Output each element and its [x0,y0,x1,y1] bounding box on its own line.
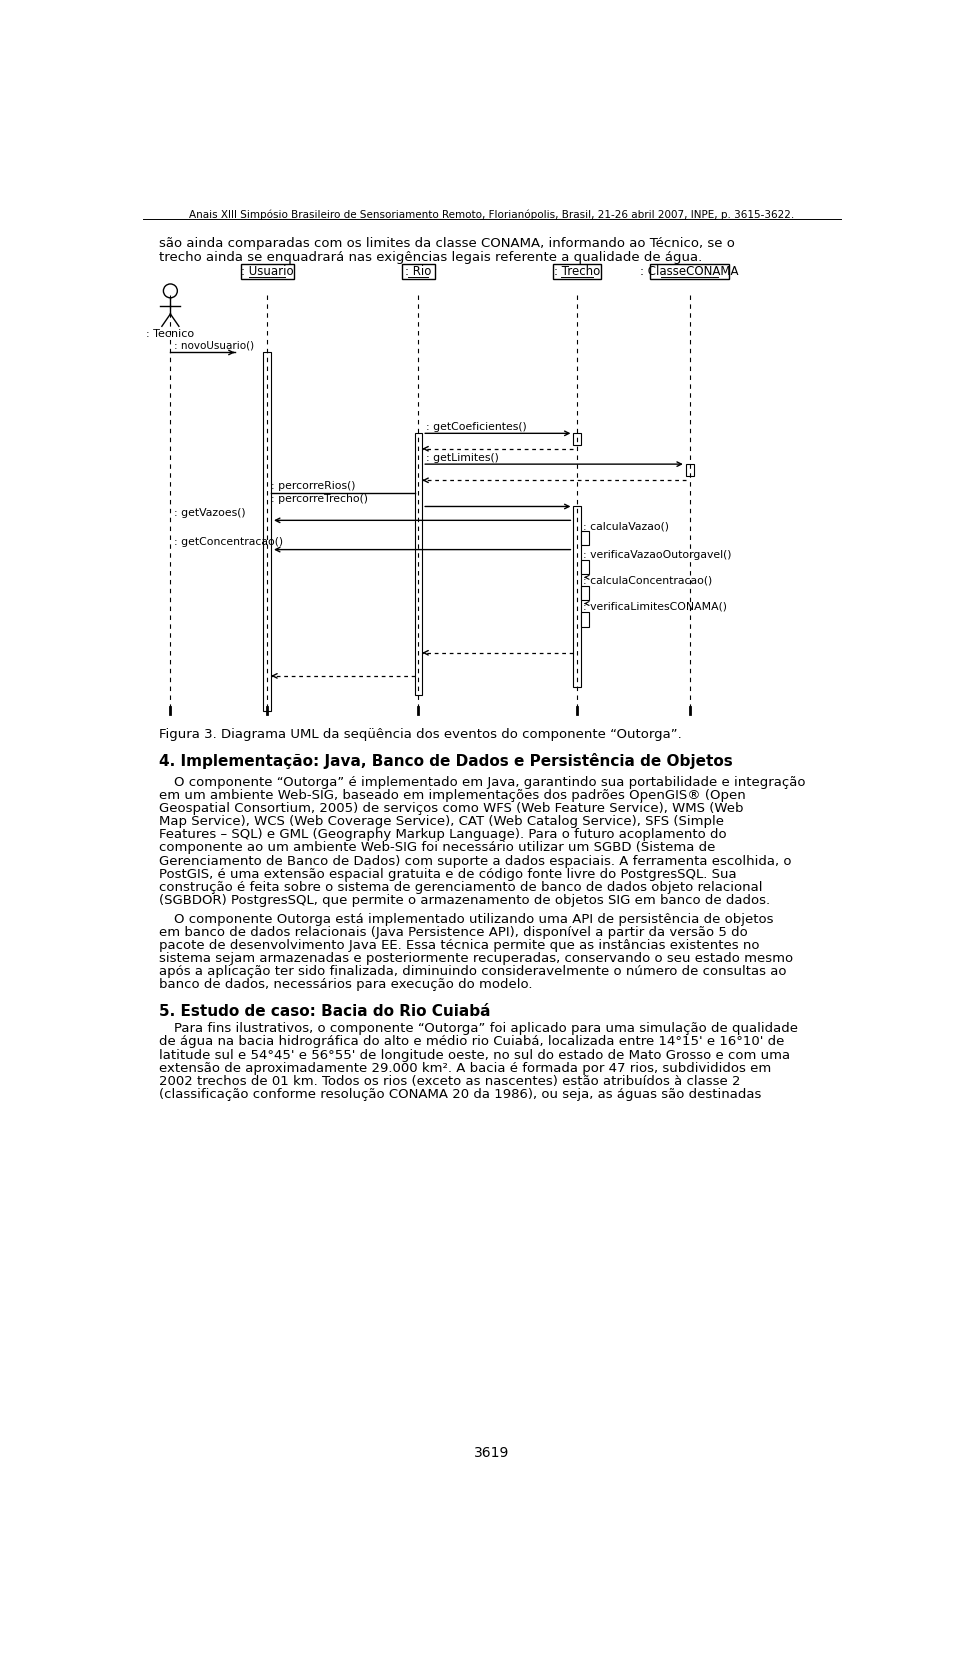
Text: Para fins ilustrativos, o componente “Outorga” foi aplicado para uma simulação d: Para fins ilustrativos, o componente “Ou… [175,1022,799,1035]
Text: banco de dados, necessários para execução do modelo.: banco de dados, necessários para execuçã… [158,979,532,991]
Text: em banco de dados relacionais (Java Persistence API), disponível a partir da ver: em banco de dados relacionais (Java Pers… [158,926,748,939]
Text: : Tecnico: : Tecnico [146,329,195,339]
Text: Features – SQL) e GML (Geography Markup Language). Para o futuro acoplamento do: Features – SQL) e GML (Geography Markup … [158,829,727,842]
Bar [415,433,422,695]
Text: 4. Implementação: Java, Banco de Dados e Persistência de Objetos: 4. Implementação: Java, Banco de Dados e… [158,753,732,769]
Text: trecho ainda se enquadrará nas exigências legais referente a qualidade de água.: trecho ainda se enquadrará nas exigência… [158,251,702,265]
Text: O componente “Outorga” é implementado em Java, garantindo sua portabilidade e in: O componente “Outorga” é implementado em… [175,776,805,789]
Bar [581,586,588,600]
Text: : getConcentracao(): : getConcentracao() [175,538,283,547]
Text: são ainda comparadas com os limites da classe CONAMA, informando ao Técnico, se : são ainda comparadas com os limites da c… [158,237,734,250]
Text: Geospatial Consortium, 2005) de serviços como WFS (Web Feature Service), WMS (We: Geospatial Consortium, 2005) de serviços… [158,802,743,815]
Bar [685,465,693,476]
Bar [573,433,581,445]
Text: em um ambiente Web-SIG, baseado em implementações dos padrões OpenGIS® (Open: em um ambiente Web-SIG, baseado em imple… [158,789,746,802]
Text: : percorreTrecho(): : percorreTrecho() [271,495,368,504]
Text: (classificação conforme resolução CONAMA 20 da 1986), ou seja, as águas são dest: (classificação conforme resolução CONAMA… [158,1088,761,1102]
Bar [581,559,588,574]
Text: Gerenciamento de Banco de Dados) com suporte a dados espaciais. A ferramenta esc: Gerenciamento de Banco de Dados) com sup… [158,855,791,867]
Text: após a aplicação ter sido finalizada, diminuindo consideravelmente o número de c: após a aplicação ter sido finalizada, di… [158,966,786,979]
Text: Figura 3. Diagrama UML da seqüência dos eventos do componente “Outorga”.: Figura 3. Diagrama UML da seqüência dos … [158,728,682,741]
Text: : calculaVazao(): : calculaVazao() [584,521,669,531]
Text: : Usuario: : Usuario [241,265,294,278]
Text: extensão de aproximadamente 29.000 km². A bacia é formada por 47 rios, subdividi: extensão de aproximadamente 29.000 km². … [158,1062,771,1075]
Text: : getVazoes(): : getVazoes() [175,508,246,518]
Text: Map Service), WCS (Web Coverage Service), CAT (Web Catalog Service), SFS (Simple: Map Service), WCS (Web Coverage Service)… [158,815,724,829]
Text: : novoUsuario(): : novoUsuario() [175,341,254,351]
Bar [241,265,294,280]
Bar [581,612,588,627]
Text: 2002 trechos de 01 km. Todos os rios (exceto as nascentes) estão atribuídos à cl: 2002 trechos de 01 km. Todos os rios (ex… [158,1075,740,1088]
Text: : ClasseCONAMA: : ClasseCONAMA [640,265,739,278]
Text: pacote de desenvolvimento Java EE. Essa técnica permite que as instâncias existe: pacote de desenvolvimento Java EE. Essa … [158,939,759,953]
Text: 3619: 3619 [474,1446,510,1460]
Text: PostGIS, é uma extensão espacial gratuita e de código fonte livre do PostgresSQL: PostGIS, é uma extensão espacial gratuit… [158,868,736,880]
Text: : percorreRios(): : percorreRios() [271,481,355,491]
Text: (SGBDOR) PostgresSQL, que permite o armazenamento de objetos SIG em banco de dad: (SGBDOR) PostgresSQL, que permite o arma… [158,893,770,906]
Bar [651,265,729,280]
Text: 5. Estudo de caso: Bacia do Rio Cuiabá: 5. Estudo de caso: Bacia do Rio Cuiabá [158,1004,491,1019]
Text: : verificaLimitesCONAMA(): : verificaLimitesCONAMA() [584,602,728,612]
Text: construção é feita sobre o sistema de gerenciamento de banco de dados objeto rel: construção é feita sobre o sistema de ge… [158,880,762,893]
Text: de água na bacia hidrográfica do alto e médio rio Cuiabá, localizada entre 14°15: de água na bacia hidrográfica do alto e … [158,1035,784,1049]
Text: : getLimites(): : getLimites() [426,453,499,463]
Text: sistema sejam armazenadas e posteriormente recuperadas, conservando o seu estado: sistema sejam armazenadas e posteriormen… [158,953,793,966]
Bar [553,265,601,280]
Text: latitude sul e 54°45' e 56°55' de longitude oeste, no sul do estado de Mato Gros: latitude sul e 54°45' e 56°55' de longit… [158,1049,790,1062]
Text: : Rio: : Rio [405,265,432,278]
Bar [581,531,588,544]
Bar [573,506,581,688]
Text: O componente Outorga está implementado utilizando uma API de persistência de obj: O componente Outorga está implementado u… [175,913,774,926]
Text: : verificaVazaoOutorgavel(): : verificaVazaoOutorgavel() [584,549,732,559]
Text: Anais XIII Simpósio Brasileiro de Sensoriamento Remoto, Florianópolis, Brasil, 2: Anais XIII Simpósio Brasileiro de Sensor… [189,210,795,220]
Bar [402,265,435,280]
Text: : Trecho: : Trecho [554,265,600,278]
Text: : getCoeficientes(): : getCoeficientes() [426,422,527,432]
Bar [263,352,271,711]
Text: : calculaConcentracao(): : calculaConcentracao() [584,576,712,586]
Text: componente ao um ambiente Web-SIG foi necessário utilizar um SGBD (Sistema de: componente ao um ambiente Web-SIG foi ne… [158,842,715,855]
